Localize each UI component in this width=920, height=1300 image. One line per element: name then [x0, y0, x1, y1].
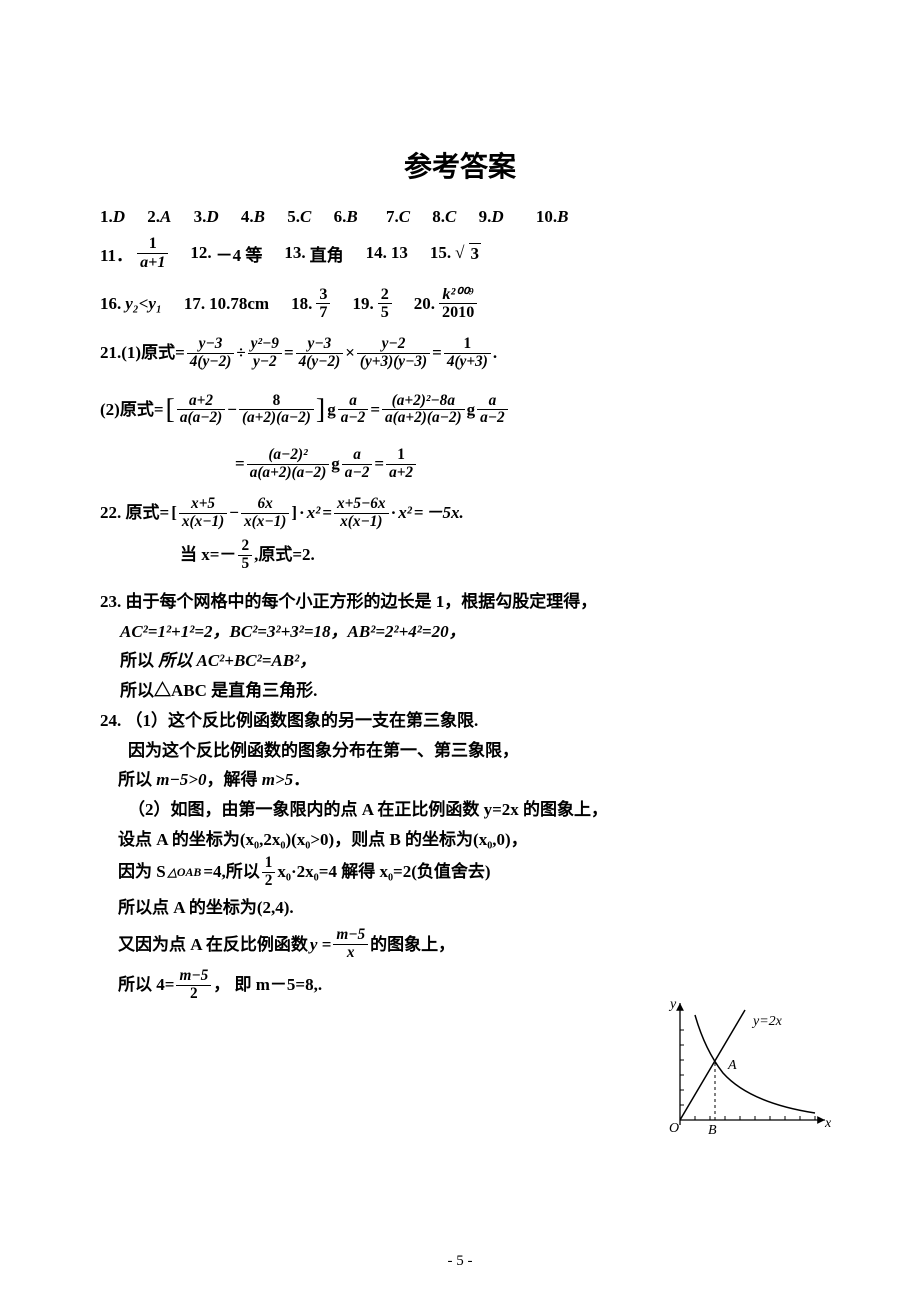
- fill-row-1: 11． 1a+1 12.－4 等 13.直角 14.13 15.√3: [100, 235, 820, 272]
- svg-text:B: B: [708, 1123, 717, 1138]
- svg-text:y=2x: y=2x: [751, 1014, 783, 1029]
- svg-text:A: A: [727, 1058, 737, 1073]
- svg-text:O: O: [669, 1121, 679, 1136]
- page-number: - 5 -: [0, 1253, 920, 1270]
- problem-22: 22. 原式= [ x+5x(x−1) − 6xx(x−1) ] · x² = …: [100, 496, 820, 573]
- mc-answers: 1.D 2.A 3.D 4.B 5.C 6.B 7.C 8.C 9.D 10.B: [100, 207, 820, 227]
- inverse-proportion-graph: A O B x y y=2x: [660, 995, 835, 1145]
- page-title: 参考答案: [100, 145, 820, 185]
- problem-24: 24. （1）这个反比例函数图象的另一支在第三象限. 因为这个反比例函数的图象分…: [100, 706, 820, 1002]
- svg-text:x: x: [824, 1116, 832, 1131]
- problem-23: 23. 由于每个网格中的每个小正方形的边长是 1，根据勾股定理得， AC²=1²…: [100, 587, 820, 706]
- problem-21-1: 21.(1)原式= y−34(y−2) ÷ y²−9y−2 = y−34(y−2…: [100, 336, 820, 371]
- fill-row-2: 16.y₂<y₁ 17.10.78cm 18. 37 19. 25 20. k²…: [100, 286, 820, 323]
- problem-21-2: (2)原式= [ a+2a(a−2) − 8(a+2)(a−2) ] g aa−…: [100, 385, 820, 482]
- svg-text:y: y: [668, 997, 677, 1012]
